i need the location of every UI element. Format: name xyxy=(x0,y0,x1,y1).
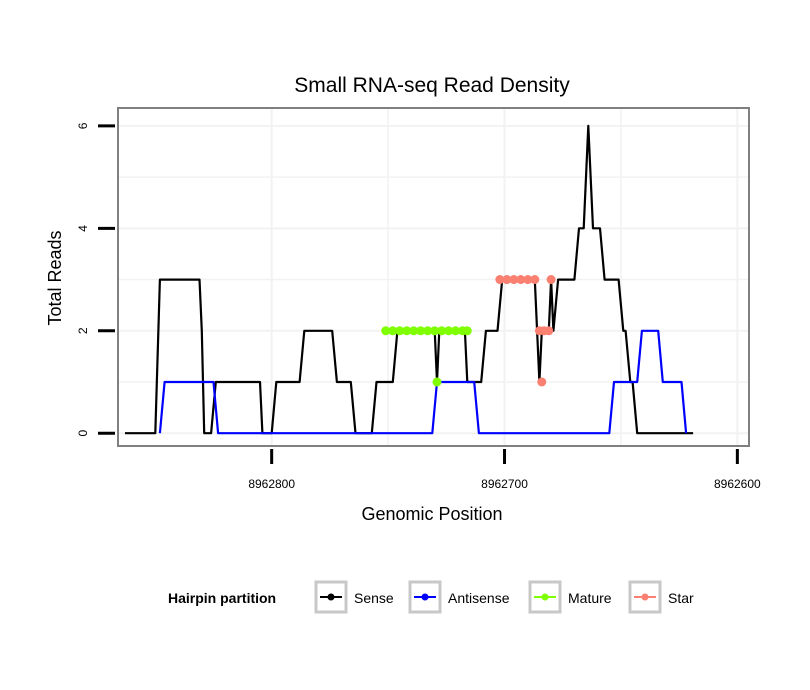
legend-label: Mature xyxy=(568,590,612,606)
y-tick-label: 2 xyxy=(76,327,90,334)
data-point-star xyxy=(530,275,540,285)
x-tick-label: 8962700 xyxy=(481,477,528,491)
legend-label: Sense xyxy=(354,590,394,606)
y-tick-label: 4 xyxy=(76,225,90,232)
y-axis: 0 2 4 6 xyxy=(76,122,115,437)
data-point-mature xyxy=(402,326,412,336)
legend-item-antisense: Antisense xyxy=(408,580,510,614)
series-antisense xyxy=(158,329,688,435)
data-point-mature xyxy=(381,326,391,336)
legend-key-point xyxy=(641,593,649,601)
y-axis-title: Total Reads xyxy=(45,230,65,325)
x-tick-label: 8962800 xyxy=(248,477,295,491)
data-point-star xyxy=(495,275,505,285)
series-mature xyxy=(381,326,472,387)
y-tick-label: 0 xyxy=(76,430,90,437)
data-point-star xyxy=(544,326,554,336)
data-point-star xyxy=(509,275,519,285)
y-tick-label: 6 xyxy=(76,122,90,129)
legend-title: Hairpin partition xyxy=(168,590,276,606)
panel-background xyxy=(118,108,749,446)
data-point-mature xyxy=(423,326,433,336)
legend-label: Star xyxy=(668,590,694,606)
x-axis: 8962800 8962700 8962600 xyxy=(248,449,761,491)
data-point-mature xyxy=(416,326,426,336)
panel-border xyxy=(117,107,750,447)
series-line-antisense xyxy=(158,329,688,435)
data-point-star xyxy=(523,275,533,285)
data-point-star xyxy=(546,275,556,285)
legend: Hairpin partition Sense Antisense Mature St… xyxy=(168,580,694,614)
data-point-mature xyxy=(451,326,461,336)
legend-item-mature: Mature xyxy=(528,580,612,614)
legend-item-sense: Sense xyxy=(314,580,394,614)
data-point-mature xyxy=(388,326,398,336)
data-point-mature xyxy=(395,326,405,336)
data-point-star xyxy=(516,275,526,285)
legend-key-point xyxy=(541,593,549,601)
data-point-star xyxy=(502,275,512,285)
data-point-mature xyxy=(444,326,454,336)
series-star xyxy=(495,275,556,387)
data-point-star xyxy=(537,377,547,387)
x-axis-title: Genomic Position xyxy=(361,504,502,524)
data-point-mature xyxy=(432,377,442,387)
legend-key-point xyxy=(327,593,335,601)
chart-title: Small RNA-seq Read Density xyxy=(294,74,570,97)
x-tick-label: 8962600 xyxy=(714,477,761,491)
data-point-mature xyxy=(462,326,472,336)
data-point-mature xyxy=(409,326,419,336)
legend-key-point xyxy=(421,593,429,601)
data-point-mature xyxy=(430,326,440,336)
legend-label: Antisense xyxy=(448,590,510,606)
data-point-mature xyxy=(437,326,447,336)
plot-panel xyxy=(117,107,750,447)
legend-item-star: Star xyxy=(628,580,694,614)
series-layer xyxy=(125,124,694,435)
